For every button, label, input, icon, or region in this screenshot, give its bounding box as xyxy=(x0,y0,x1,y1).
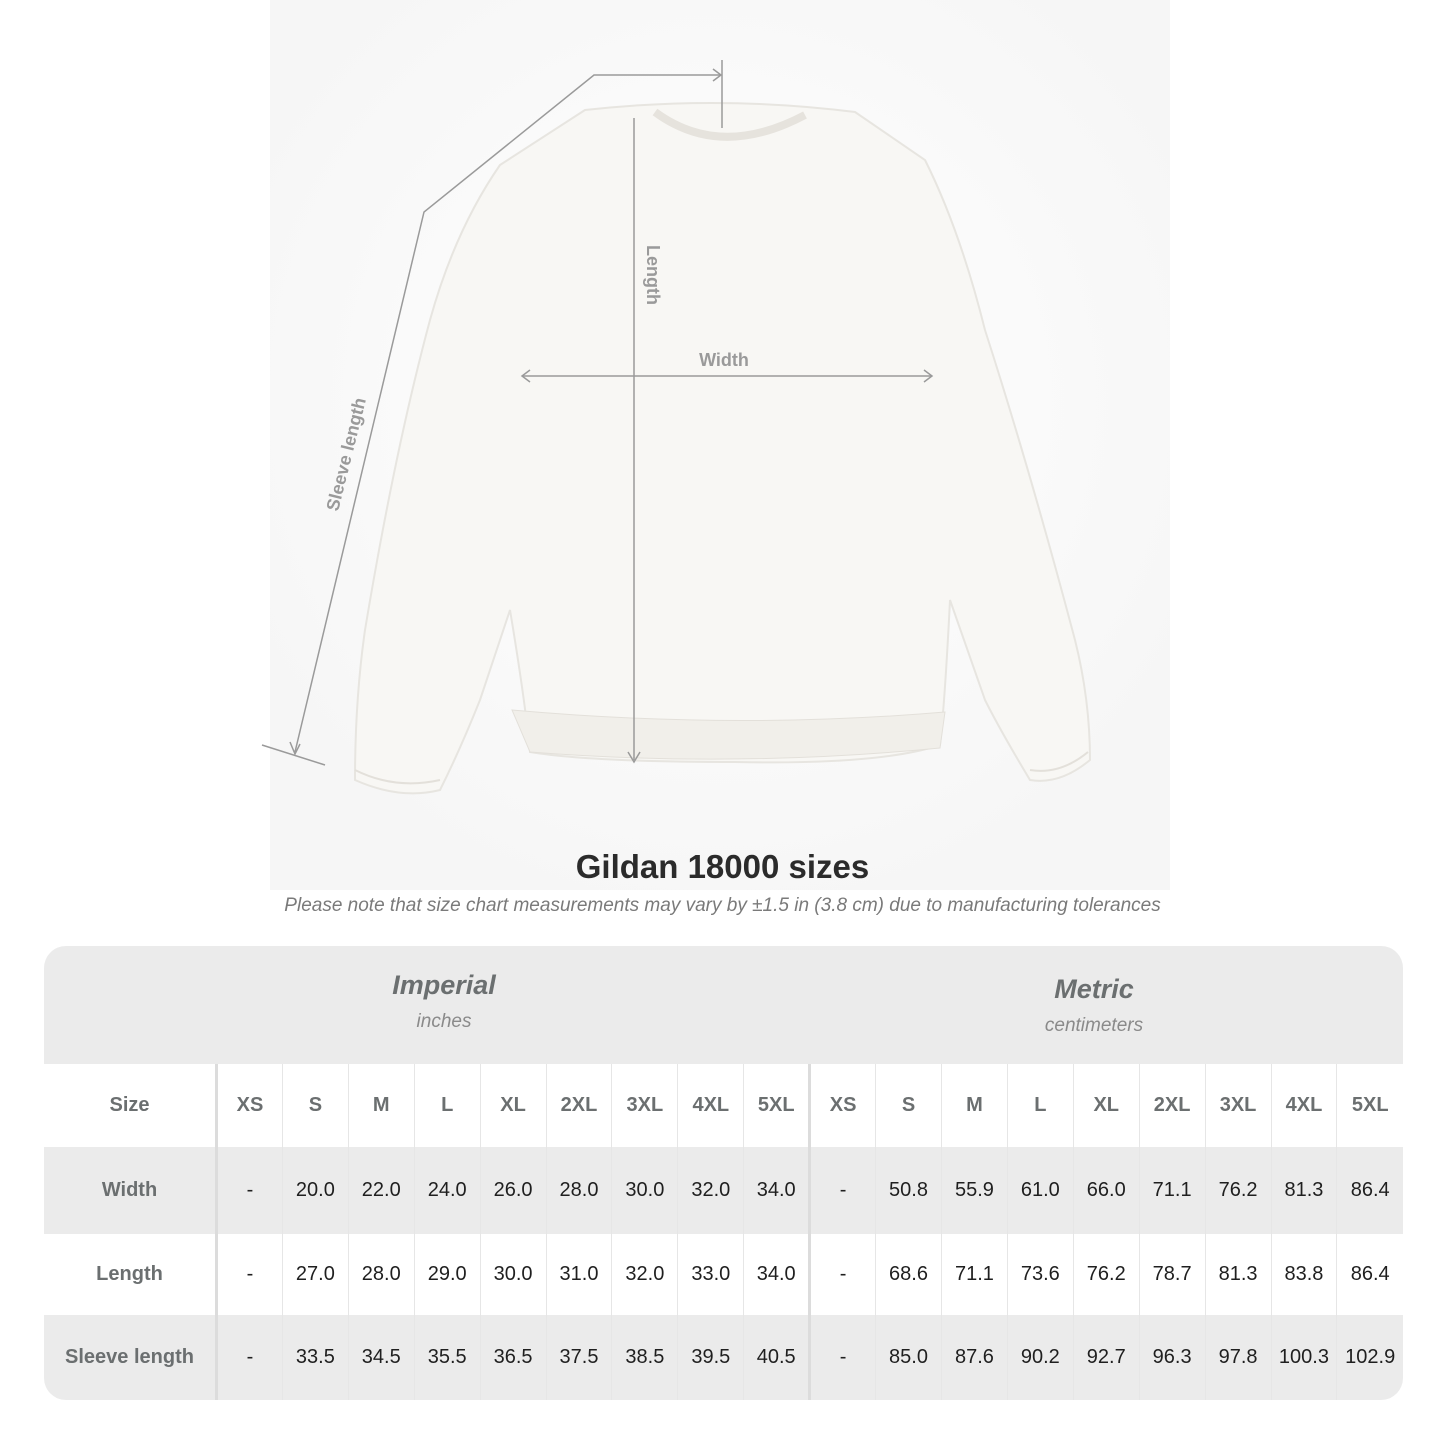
size-header-imperial: L xyxy=(413,1064,481,1147)
cell-metric: 92.7 xyxy=(1072,1315,1140,1400)
cell-metric: 97.8 xyxy=(1204,1315,1271,1400)
cell-imperial: 39.5 xyxy=(677,1315,744,1400)
cell-metric: 78.7 xyxy=(1138,1234,1206,1315)
cell-metric: 100.3 xyxy=(1270,1315,1337,1400)
cell-imperial: 20.0 xyxy=(281,1147,349,1234)
cell-metric: 76.2 xyxy=(1072,1234,1140,1315)
cell-metric: 68.6 xyxy=(875,1234,942,1315)
size-header-metric: 3XL xyxy=(1204,1064,1271,1147)
cell-metric: 73.6 xyxy=(1006,1234,1074,1315)
row-label: Width xyxy=(44,1147,218,1234)
unit-header-band xyxy=(44,946,1403,1064)
cell-imperial: - xyxy=(216,1315,283,1400)
size-header-metric: XS xyxy=(808,1064,876,1147)
size-header-imperial: XS xyxy=(216,1064,283,1147)
cell-imperial: 33.0 xyxy=(677,1234,744,1315)
size-header-metric: M xyxy=(940,1064,1008,1147)
cell-metric: 81.3 xyxy=(1204,1234,1271,1315)
cell-metric: 85.0 xyxy=(875,1315,942,1400)
metric-unit: centimeters xyxy=(1044,1015,1144,1036)
size-header-imperial: S xyxy=(281,1064,349,1147)
size-header-metric: L xyxy=(1006,1064,1074,1147)
size-header-imperial: 2XL xyxy=(545,1064,612,1147)
table-row: Width -20.0 22.0 24.0 26.0 28.0 30.0 32.0 34.0-5… xyxy=(44,1147,1403,1234)
table-row: Sleeve length -33.5 34.5 35.5 36.5 37.5 38.5 39… xyxy=(44,1315,1403,1400)
size-header-metric: XL xyxy=(1072,1064,1140,1147)
size-header-row: Size XS S M L XL 2XL 3XL 4XL 5XL XS S M L XL 2XL 3XL 4XL 5… xyxy=(44,1064,1403,1147)
width-label: Width xyxy=(699,350,749,370)
cell-imperial: 31.0 xyxy=(545,1234,612,1315)
imperial-unit: inches xyxy=(416,1011,472,1032)
cell-metric: 86.4 xyxy=(1336,1147,1403,1234)
size-label: Size xyxy=(44,1064,218,1147)
size-chart: Imperial inches Metric centimeters Size X… xyxy=(44,946,1403,1400)
cell-imperial: 30.0 xyxy=(479,1234,547,1315)
cell-imperial: 22.0 xyxy=(347,1147,415,1234)
size-header-imperial: M xyxy=(347,1064,415,1147)
metric-title: Metric xyxy=(1054,974,1134,1004)
sweatshirt-measurement-diagram: Length Width Sleeve length xyxy=(261,0,1170,890)
cell-imperial: 32.0 xyxy=(677,1147,744,1234)
cell-metric: 55.9 xyxy=(940,1147,1008,1234)
size-header-metric: S xyxy=(875,1064,942,1147)
cell-metric: 76.2 xyxy=(1204,1147,1271,1234)
imperial-header: Imperial inches xyxy=(144,970,744,1033)
cell-imperial: 32.0 xyxy=(611,1234,678,1315)
cell-imperial: 28.0 xyxy=(545,1147,612,1234)
sweatshirt-image xyxy=(353,101,1092,795)
length-label: Length xyxy=(643,245,663,305)
cell-metric: - xyxy=(808,1147,876,1234)
cell-imperial: 38.5 xyxy=(611,1315,678,1400)
cell-imperial: 28.0 xyxy=(347,1234,415,1315)
size-header-imperial: 5XL xyxy=(743,1064,810,1147)
table-row: Length -27.0 28.0 29.0 30.0 31.0 32.0 33.0 34.0-… xyxy=(44,1234,1403,1315)
cell-imperial: 33.5 xyxy=(281,1315,349,1400)
cell-imperial: 35.5 xyxy=(413,1315,481,1400)
cell-metric: 61.0 xyxy=(1006,1147,1074,1234)
cell-metric: 50.8 xyxy=(875,1147,942,1234)
cell-metric: 90.2 xyxy=(1006,1315,1074,1400)
row-label: Length xyxy=(44,1234,218,1315)
cell-imperial: 34.5 xyxy=(347,1315,415,1400)
imperial-title: Imperial xyxy=(392,970,496,1000)
size-header-metric: 5XL xyxy=(1336,1064,1403,1147)
cell-metric: 83.8 xyxy=(1270,1234,1337,1315)
cell-metric: - xyxy=(808,1315,876,1400)
size-table: Size XS S M L XL 2XL 3XL 4XL 5XL XS S M L XL 2XL 3XL 4XL 5… xyxy=(44,1064,1403,1400)
cell-metric: 86.4 xyxy=(1336,1234,1403,1315)
cell-imperial: - xyxy=(216,1147,283,1234)
measurement-lines xyxy=(261,60,934,766)
cell-imperial: 40.5 xyxy=(743,1315,810,1400)
size-header-metric: 2XL xyxy=(1138,1064,1206,1147)
cell-metric: 71.1 xyxy=(940,1234,1008,1315)
row-label: Sleeve length xyxy=(44,1315,218,1400)
cell-metric: 96.3 xyxy=(1138,1315,1206,1400)
cell-imperial: 36.5 xyxy=(479,1315,547,1400)
cell-metric: 102.9 xyxy=(1336,1315,1403,1400)
cell-imperial: 26.0 xyxy=(479,1147,547,1234)
size-header-imperial: 3XL xyxy=(611,1064,678,1147)
cell-metric: - xyxy=(808,1234,876,1315)
cell-imperial: 37.5 xyxy=(545,1315,612,1400)
cell-imperial: 27.0 xyxy=(281,1234,349,1315)
cell-imperial: 29.0 xyxy=(413,1234,481,1315)
cell-imperial: - xyxy=(216,1234,283,1315)
cell-imperial: 34.0 xyxy=(743,1147,810,1234)
size-header-metric: 4XL xyxy=(1270,1064,1337,1147)
cell-metric: 81.3 xyxy=(1270,1147,1337,1234)
cell-metric: 71.1 xyxy=(1138,1147,1206,1234)
page-title: Gildan 18000 sizes xyxy=(575,848,870,885)
size-header-imperial: XL xyxy=(479,1064,547,1147)
size-header-imperial: 4XL xyxy=(677,1064,744,1147)
cell-metric: 66.0 xyxy=(1072,1147,1140,1234)
cell-metric: 87.6 xyxy=(940,1315,1008,1400)
tolerance-note: Please note that size chart measurements… xyxy=(284,895,1161,916)
cell-imperial: 30.0 xyxy=(611,1147,678,1234)
metric-header: Metric centimeters xyxy=(794,974,1394,1037)
cell-imperial: 34.0 xyxy=(743,1234,810,1315)
cell-imperial: 24.0 xyxy=(413,1147,481,1234)
